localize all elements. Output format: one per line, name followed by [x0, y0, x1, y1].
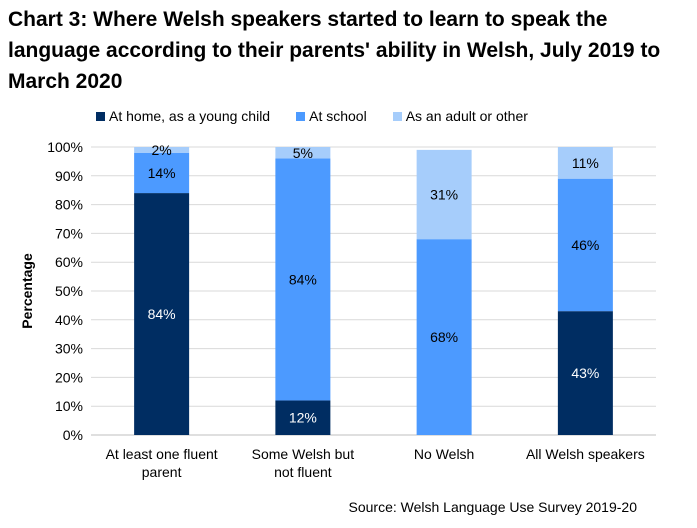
- data-label: 14%: [148, 165, 176, 181]
- y-axis-label: Percentage: [19, 253, 35, 329]
- y-tick-label: 80%: [55, 197, 83, 213]
- bar-segment: [275, 400, 331, 435]
- y-tick-label: 60%: [55, 254, 83, 270]
- y-tick-label: 30%: [55, 341, 83, 357]
- x-tick-label: parent: [142, 464, 182, 480]
- x-tick-label: All Welsh speakers: [526, 446, 645, 462]
- legend-item-adult: As an adult or other: [392, 108, 528, 124]
- y-tick-label: 90%: [55, 168, 83, 184]
- legend-item-home: At home, as a young child: [96, 108, 270, 124]
- y-tick-label: 20%: [55, 369, 83, 385]
- bar-segment: [134, 193, 190, 435]
- x-tick-label: Some Welsh but: [252, 446, 355, 462]
- legend-label-home: At home, as a young child: [109, 108, 271, 124]
- legend-item-school: At school: [296, 108, 367, 124]
- bar-segment: [416, 149, 472, 240]
- bar-segment: [416, 239, 472, 435]
- data-label: 68%: [430, 329, 458, 345]
- data-label: 46%: [571, 237, 599, 253]
- legend-label-school: At school: [309, 108, 367, 124]
- data-label: 31%: [430, 187, 458, 203]
- bar-segment: [134, 152, 190, 194]
- legend: At home, as a young child At school As a…: [96, 108, 528, 124]
- data-label: 43%: [571, 365, 599, 381]
- y-tick-label: 50%: [55, 283, 83, 299]
- bar-segment: [275, 147, 331, 159]
- y-tick-label: 0%: [63, 427, 83, 443]
- data-label: 5%: [293, 145, 313, 161]
- data-label: 84%: [148, 306, 176, 322]
- legend-swatch-home: [96, 111, 105, 121]
- x-tick-label: No Welsh: [414, 446, 474, 462]
- y-tick-label: 40%: [55, 312, 83, 328]
- y-tick-label: 100%: [47, 139, 83, 155]
- legend-swatch-adult: [392, 111, 402, 121]
- chart-title: Chart 3: Where Welsh speakers started to…: [8, 8, 661, 93]
- legend-swatch-school: [296, 111, 306, 121]
- data-label: 2%: [152, 142, 172, 158]
- bar-segment: [557, 147, 613, 179]
- bar-segment: [557, 178, 613, 312]
- data-label: 11%: [572, 155, 599, 171]
- source-note: Source: Welsh Language Use Survey 2019-2…: [348, 499, 637, 515]
- y-tick-label: 10%: [55, 398, 83, 414]
- x-tick-label: At least one fluent: [106, 446, 218, 462]
- data-label: 84%: [289, 271, 317, 287]
- bar-segment: [557, 311, 613, 435]
- data-label: 12%: [289, 410, 317, 426]
- bar-segment: [275, 158, 331, 401]
- legend-label-adult: As an adult or other: [405, 108, 528, 124]
- x-tick-label: not fluent: [274, 464, 332, 480]
- bar-segment: [134, 147, 190, 153]
- y-tick-label: 70%: [55, 225, 83, 241]
